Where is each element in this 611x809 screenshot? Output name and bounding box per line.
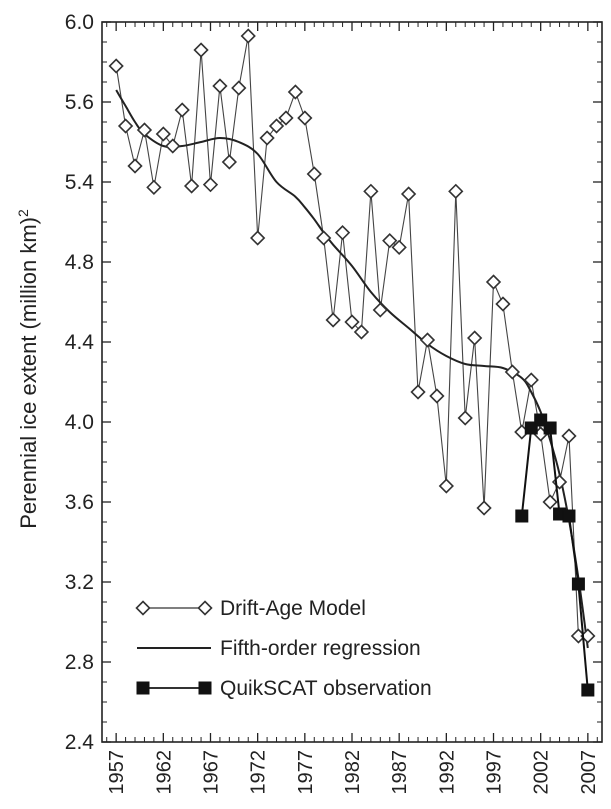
ticks-layer: 2.4 2.8 3.2 3.6 4.0 4.4 4.8 5.4 5.6 6.0 1957 1962 19…: [65, 11, 602, 795]
drift-age-point: [438, 478, 454, 494]
drift-age-point: [221, 154, 237, 170]
y-tick-label: 2.4: [65, 731, 95, 754]
drift-age-point: [476, 500, 492, 516]
drift-age-point: [240, 28, 256, 44]
drift-age-point: [183, 178, 200, 194]
drift-age-point: [542, 494, 558, 510]
drift-age-point: [165, 138, 181, 154]
x-tick-label: 2002: [531, 750, 553, 795]
drift-age-point: [193, 42, 209, 58]
drift-age-point: [561, 428, 577, 444]
quikscat-point: [581, 683, 595, 697]
drift-age-point: [523, 372, 539, 388]
drift-age-point: [382, 233, 398, 249]
series-quikscat-line: [520, 418, 589, 691]
y-axis-title-text: Perennial ice extent (million km): [16, 217, 41, 529]
drift-age-point: [485, 274, 502, 290]
legend: Drift-Age Model Fifth-order regression Qui…: [135, 597, 432, 700]
drift-age-point: [325, 312, 341, 328]
drift-age-point: [278, 110, 294, 126]
y-tick-label: 2.8: [65, 651, 94, 674]
drift-age-point: [155, 126, 171, 142]
drift-age-point: [117, 118, 134, 134]
drift-age-point: [316, 230, 332, 246]
drift-age-point: [259, 130, 275, 146]
drift-age-point: [429, 388, 445, 404]
legend-diamond-marker: [197, 600, 213, 616]
drift-age-point: [268, 118, 285, 134]
drift-age-point: [353, 324, 370, 340]
x-tick-label: 1972: [248, 750, 270, 795]
drift-age-point: [231, 80, 247, 96]
legend-diamond-marker: [135, 600, 151, 616]
drift-age-point: [372, 302, 388, 318]
x-tick-label: 1967: [200, 750, 222, 795]
y-tick-label: 4.8: [65, 251, 94, 274]
y-tick-label: 3.6: [65, 491, 94, 514]
drift-age-point: [212, 78, 228, 94]
quikscat-point: [571, 577, 585, 591]
y-tick-label: 4.4: [65, 331, 95, 354]
drift-age-point: [127, 158, 143, 174]
x-tick-label: 1982: [342, 750, 364, 795]
drift-age-point: [108, 58, 124, 74]
legend-label: Fifth-order regression: [220, 637, 421, 660]
y-tick-label: 6.0: [65, 11, 94, 34]
drift-age-point: [306, 166, 322, 182]
drift-age-point: [410, 384, 426, 400]
series-layer: [108, 28, 596, 697]
x-tick-label: 1992: [436, 750, 458, 795]
quikscat-point: [515, 509, 529, 523]
drift-age-point: [457, 410, 473, 426]
y-tick-label: 3.2: [65, 571, 94, 594]
drift-age-point: [391, 239, 407, 255]
drift-age-point: [419, 332, 436, 348]
drift-age-point: [400, 186, 417, 202]
x-tick-label: 1987: [389, 750, 411, 795]
drift-age-point: [287, 84, 304, 100]
quikscat-point: [543, 421, 557, 435]
drift-age-point: [363, 183, 379, 199]
legend-label: Drift-Age Model: [220, 597, 366, 620]
drift-age-point: [250, 230, 266, 246]
x-tick-label: 1962: [153, 750, 175, 795]
drift-age-point: [297, 110, 313, 126]
drift-age-point: [467, 330, 483, 346]
quikscat-point: [562, 509, 576, 523]
series-regression-curve: [115, 89, 589, 649]
drift-age-point: [334, 225, 351, 241]
drift-age-point: [495, 296, 511, 312]
drift-age-point: [504, 364, 521, 380]
y-axis-title: Perennial ice extent (million km)2: [15, 209, 41, 529]
legend-square-marker: [198, 681, 212, 695]
y-tick-label: 4.0: [65, 411, 94, 434]
drift-age-point: [344, 314, 360, 330]
y-axis-title-superscript: 2: [15, 209, 31, 217]
legend-label: QuikSCAT observation: [220, 677, 432, 700]
y-tick-label: 5.4: [65, 171, 95, 194]
legend-square-marker: [136, 681, 150, 695]
drift-age-point: [174, 102, 190, 118]
drift-age-point: [136, 122, 153, 138]
drift-age-point: [146, 179, 162, 195]
drift-age-point: [202, 177, 219, 193]
drift-age-point: [448, 183, 464, 199]
x-tick-label: 1977: [295, 750, 317, 795]
x-tick-label: 1957: [106, 750, 128, 795]
x-tick-label: 2007: [578, 750, 600, 795]
series-drift-age-line: [115, 35, 588, 637]
y-tick-label: 5.6: [65, 91, 94, 114]
x-tick-label: 1997: [484, 750, 506, 795]
